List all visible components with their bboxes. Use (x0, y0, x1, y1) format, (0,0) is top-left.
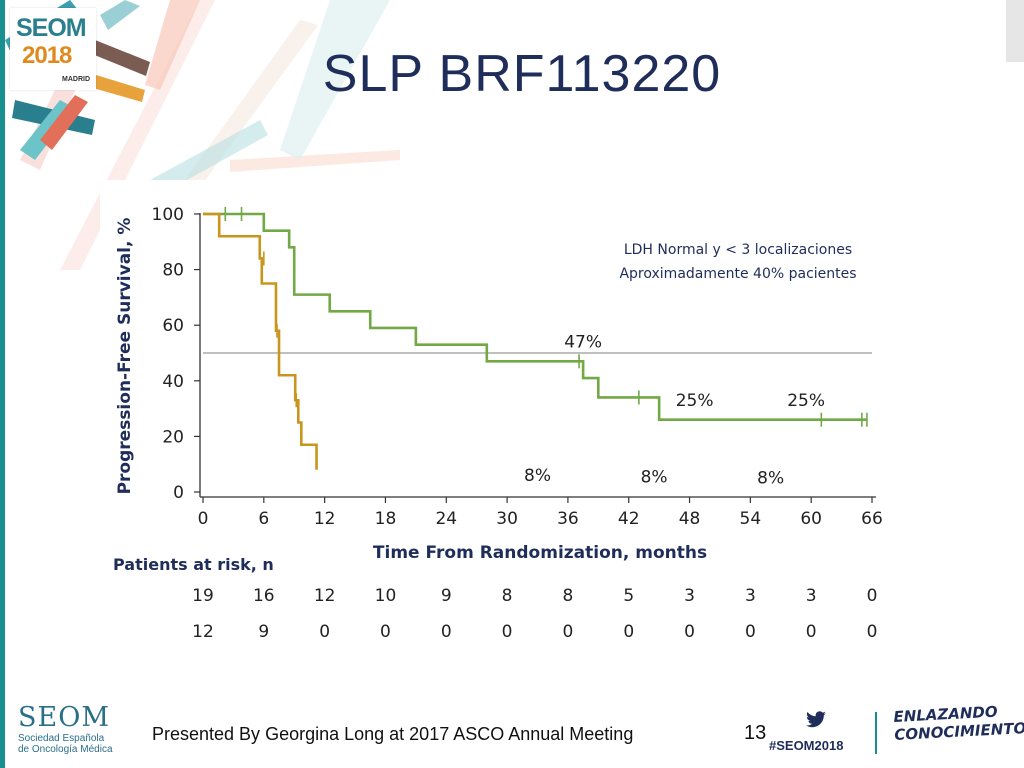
risk-cell-0-4: 9 (441, 586, 452, 606)
x-axis-label: Time From Randomization, months (373, 543, 707, 563)
slide-number: 13 (744, 722, 767, 744)
risk-cell-0-2: 12 (314, 586, 336, 606)
x-tick-label-7: 42 (618, 509, 640, 529)
footer-divider (875, 712, 877, 754)
y-tick-label-5: 100 (152, 205, 184, 225)
x-tick-label-11: 66 (861, 509, 883, 529)
risk-cell-0-7: 5 (623, 586, 634, 606)
risk-cell-1-1: 9 (258, 622, 269, 642)
point-label-4: 8% (641, 467, 668, 487)
point-label-0: 47% (564, 332, 602, 352)
logo-year-text: 2018 (22, 42, 72, 69)
annotation-line2: Aproximadamente 40% pacientes (619, 266, 856, 282)
logo-city-text: MADRID (62, 76, 90, 83)
point-label-3: 8% (524, 466, 551, 486)
slide-title: SLP BRF113220 (322, 45, 722, 103)
km-curve-0 (203, 212, 867, 422)
risk-cell-1-2: 0 (319, 622, 330, 642)
logo-seom-text: SEOM (16, 14, 87, 42)
y-tick-label-2: 40 (162, 372, 184, 392)
presented-by-text: Presented By Georgina Long at 2017 ASCO … (152, 724, 634, 744)
risk-cell-1-5: 0 (502, 622, 513, 642)
annotation-line1: LDH Normal y < 3 localizaciones (624, 242, 852, 258)
risk-cell-1-0: 12 (192, 622, 214, 642)
risk-cell-1-6: 0 (562, 622, 573, 642)
left-accent-bar (0, 0, 5, 768)
x-tick-label-8: 48 (679, 509, 701, 529)
risk-cell-1-11: 0 (867, 622, 878, 642)
seom-2018-logo: SEOM 2018 MADRID (10, 8, 96, 90)
risk-cell-1-8: 0 (684, 622, 695, 642)
y-tick-label-3: 60 (162, 316, 184, 336)
risk-cell-0-8: 3 (684, 586, 695, 606)
hashtag-text: #SEOM2018 (769, 738, 844, 753)
risk-cell-0-3: 10 (375, 586, 397, 606)
seom-subtitle-2: de Oncología Médica (18, 744, 113, 755)
risk-cell-0-1: 16 (253, 586, 275, 606)
y-tick-label-1: 20 (162, 427, 184, 447)
x-tick-label-5: 30 (496, 509, 518, 529)
point-label-1: 25% (676, 391, 714, 411)
x-tick-label-6: 36 (557, 509, 579, 529)
risk-cell-0-5: 8 (502, 586, 513, 606)
patients-at-risk-title: Patients at risk, n (113, 555, 274, 574)
risk-cell-0-9: 3 (745, 586, 756, 606)
y-axis-label: Progression-Free Survival, % (115, 218, 135, 495)
y-tick-label-0: 0 (173, 483, 184, 503)
slogan: ENLAZANDO CONOCIMIENTO (893, 701, 1024, 744)
twitter-icon[interactable] (805, 711, 827, 729)
x-tick-label-1: 6 (258, 509, 269, 529)
right-edge-tab (1006, 0, 1024, 62)
x-tick-label-3: 18 (375, 509, 397, 529)
x-tick-label-4: 24 (435, 509, 457, 529)
risk-cell-1-4: 0 (441, 622, 452, 642)
seom-subtitle-1: Sociedad Española (18, 733, 105, 744)
y-tick-label-4: 80 (162, 261, 184, 281)
risk-cell-0-6: 8 (562, 586, 573, 606)
risk-cell-1-3: 0 (380, 622, 391, 642)
km-curve-1 (203, 212, 318, 470)
risk-cell-0-11: 0 (867, 586, 878, 606)
seom-society-logo: SEOM Sociedad Española de Oncología Médi… (18, 702, 113, 755)
point-label-5: 8% (757, 469, 784, 489)
risk-cell-1-9: 0 (745, 622, 756, 642)
risk-cell-0-10: 3 (806, 586, 817, 606)
risk-cell-1-7: 0 (623, 622, 634, 642)
risk-cell-1-10: 0 (806, 622, 817, 642)
point-label-2: 25% (787, 391, 825, 411)
x-tick-label-10: 60 (800, 509, 822, 529)
seom-wordmark: SEOM (18, 702, 110, 733)
x-tick-label-9: 54 (740, 509, 762, 529)
x-tick-label-2: 12 (314, 509, 336, 529)
risk-cell-0-0: 19 (192, 586, 214, 606)
x-tick-label-0: 0 (198, 509, 209, 529)
